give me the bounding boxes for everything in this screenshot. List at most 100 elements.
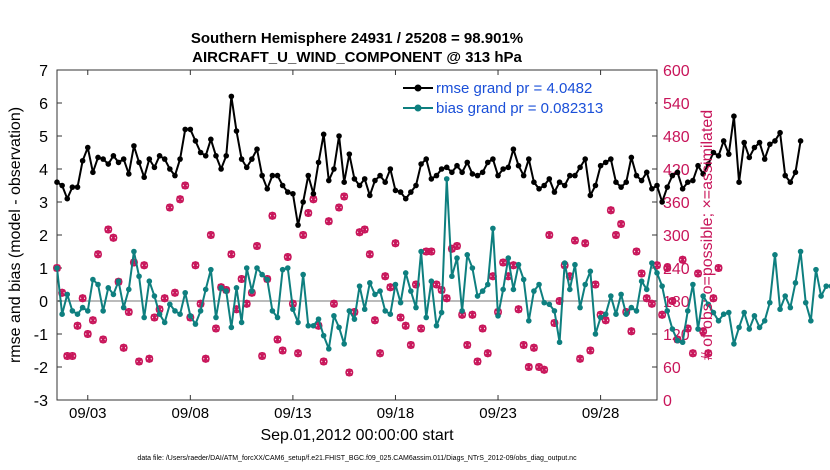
bias-point [233, 285, 240, 291]
y-right-tick-label: 360 [663, 195, 690, 212]
obs-assimilated-point [238, 275, 246, 283]
bias-point [264, 276, 271, 283]
bias-point [741, 309, 747, 316]
obs-assimilated-point [376, 349, 384, 358]
bias-point [490, 225, 496, 232]
rmse-point [249, 156, 255, 162]
bias-point [638, 278, 645, 285]
bias-point [223, 288, 230, 294]
bias-point [361, 306, 368, 313]
legend-rmse-marker [414, 84, 422, 92]
bias-point [284, 265, 291, 271]
rmse-point [495, 172, 501, 179]
bias-point [167, 301, 173, 308]
legend-rmse-label: rmse grand pr = 4.0482 [436, 80, 592, 97]
obs-assimilated-point [207, 231, 215, 239]
rmse-point [413, 182, 419, 189]
bias-point [541, 299, 547, 306]
obs-assimilated-point [273, 335, 282, 344]
rmse-point [438, 166, 445, 172]
rmse-point [669, 172, 676, 179]
rmse-point [541, 182, 547, 189]
bias-point [818, 293, 824, 299]
obs-assimilated-point [581, 239, 589, 248]
obs-assimilated-point [391, 239, 400, 248]
obs-assimilated-point [679, 255, 687, 264]
rmse-point [259, 172, 265, 179]
bias-point [613, 311, 619, 318]
rmse-point [428, 176, 435, 182]
obs-assimilated-point [586, 346, 594, 355]
bias-point [105, 285, 112, 291]
rmse-point [310, 190, 317, 197]
bias-point [643, 286, 650, 293]
obs-assimilated-point [407, 341, 415, 349]
bias-point [664, 308, 671, 314]
rmse-point [536, 186, 542, 192]
bias-point [546, 301, 553, 308]
obs-assimilated-point [453, 242, 461, 250]
y-axis-left-label: rmse and bias (model - observation) [7, 107, 24, 363]
bias-point [218, 285, 224, 291]
obs-assimilated-point [643, 294, 651, 303]
obs-assimilated-point [427, 247, 435, 256]
rmse-point [192, 138, 199, 144]
bias-point [408, 288, 414, 294]
rmse-point [320, 131, 327, 138]
bias-point [592, 331, 599, 337]
rmse-point [100, 156, 106, 162]
rmse-point [372, 177, 378, 184]
bias-point [202, 286, 209, 293]
bias-point [310, 322, 317, 329]
bias-point [372, 291, 378, 298]
bias-point [156, 311, 163, 318]
bias-point [756, 324, 763, 331]
rmse-point [761, 156, 768, 162]
bias-point [710, 309, 717, 316]
rmse-point [351, 176, 358, 182]
bias-point [125, 286, 132, 293]
bias-point [561, 260, 568, 266]
obs-assimilated-point [520, 341, 528, 349]
rmse-point [505, 164, 512, 171]
obs-assimilated-point [212, 324, 220, 333]
obs-assimilated-point [145, 354, 153, 363]
obs-assimilated-point [320, 357, 328, 366]
obs-assimilated-point [345, 368, 353, 377]
rmse-point [618, 184, 624, 190]
bias-point [623, 311, 630, 318]
obs-assimilated-point [468, 310, 476, 319]
rmse-point [228, 93, 235, 100]
obs-assimilated-point [325, 217, 333, 226]
bias-point [459, 308, 465, 314]
rmse-point [167, 166, 173, 172]
rmse-point [105, 161, 112, 167]
data-file-footnote: data file: /Users/raeder/DAI/ATM_forcXX/… [137, 455, 577, 462]
bias-point [628, 304, 635, 311]
obs-assimilated-point [499, 258, 507, 267]
obs-assimilated-point [284, 253, 292, 261]
rmse-point [408, 189, 414, 195]
obs-assimilated-point [181, 181, 189, 190]
rmse-point [141, 174, 147, 181]
bias-point [423, 314, 430, 321]
rmse-point [79, 157, 86, 164]
rmse-point [520, 172, 527, 179]
x-tick-label: 09/23 [479, 405, 517, 422]
rmse-point [674, 169, 681, 176]
rmse-point [392, 187, 399, 194]
rmse-point [115, 159, 122, 166]
rmse-point [479, 169, 486, 176]
rmse-point [300, 199, 306, 205]
y-left-tick-label: -3 [34, 393, 48, 410]
rmse-point [464, 159, 471, 166]
rmse-point [684, 179, 691, 185]
bias-point [474, 293, 481, 299]
rmse-point [490, 156, 496, 162]
obs-assimilated-point [540, 365, 548, 374]
rmse-point [715, 153, 722, 159]
rmse-point [690, 177, 696, 184]
bias-point [633, 308, 640, 314]
bias-point [464, 252, 471, 258]
rmse-point [767, 141, 773, 148]
